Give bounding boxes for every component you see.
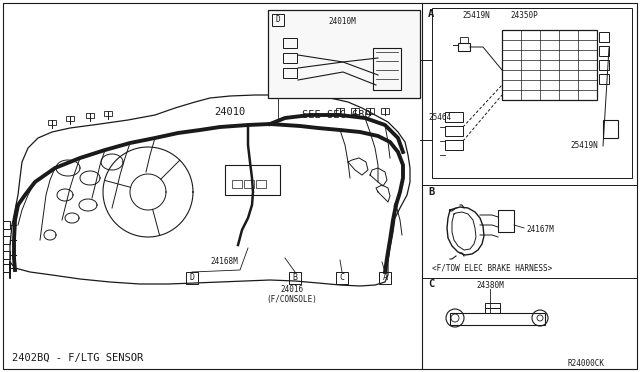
- Bar: [86, 113, 94, 118]
- Text: 24010M: 24010M: [328, 17, 356, 26]
- Bar: [381, 108, 389, 114]
- Text: C: C: [339, 273, 344, 282]
- Bar: [458, 43, 470, 51]
- Bar: [256, 180, 266, 188]
- Text: <F/TOW ELEC BRAKE HARNESS>: <F/TOW ELEC BRAKE HARNESS>: [432, 263, 552, 273]
- Bar: [272, 14, 284, 26]
- Bar: [460, 37, 468, 43]
- Text: 24380M: 24380M: [476, 282, 504, 291]
- Text: 2402BQ - F/LTG SENSOR: 2402BQ - F/LTG SENSOR: [12, 353, 143, 363]
- Text: B: B: [428, 187, 435, 197]
- Bar: [3, 251, 10, 259]
- Bar: [283, 53, 297, 63]
- Bar: [445, 140, 463, 150]
- Bar: [48, 120, 56, 125]
- Bar: [485, 303, 500, 308]
- Text: 25419N: 25419N: [570, 141, 598, 151]
- Bar: [336, 272, 348, 284]
- Bar: [599, 46, 609, 56]
- Bar: [351, 108, 359, 114]
- Bar: [283, 68, 297, 78]
- Bar: [379, 272, 391, 284]
- Bar: [3, 236, 10, 244]
- Text: A: A: [428, 9, 435, 19]
- Bar: [599, 60, 609, 70]
- Bar: [373, 48, 401, 90]
- Bar: [104, 111, 112, 116]
- Text: 24350P: 24350P: [510, 12, 538, 20]
- Bar: [502, 30, 597, 100]
- Bar: [603, 120, 618, 138]
- Bar: [186, 272, 198, 284]
- Text: 24167M: 24167M: [526, 225, 554, 234]
- Bar: [244, 180, 254, 188]
- Bar: [336, 108, 344, 114]
- Bar: [268, 10, 420, 98]
- Text: D: D: [189, 273, 195, 282]
- Bar: [599, 32, 609, 42]
- Text: B: B: [292, 273, 298, 282]
- Bar: [599, 74, 609, 84]
- Text: 24016
(F/CONSOLE): 24016 (F/CONSOLE): [267, 285, 317, 304]
- Bar: [66, 116, 74, 121]
- Text: D: D: [276, 16, 280, 25]
- Bar: [432, 8, 632, 178]
- Bar: [450, 313, 545, 325]
- Bar: [3, 221, 10, 229]
- Bar: [3, 264, 10, 272]
- Text: 25464: 25464: [428, 113, 451, 122]
- Bar: [498, 210, 514, 232]
- Bar: [289, 272, 301, 284]
- Text: 25419N: 25419N: [462, 12, 490, 20]
- Bar: [232, 180, 242, 188]
- Bar: [366, 108, 374, 114]
- Text: 24010: 24010: [214, 107, 246, 117]
- Text: C: C: [428, 279, 435, 289]
- Text: SEE SEC.680: SEE SEC.680: [302, 110, 371, 120]
- Text: A: A: [383, 273, 387, 282]
- Bar: [445, 112, 463, 122]
- Bar: [445, 126, 463, 136]
- Bar: [225, 165, 280, 195]
- Bar: [283, 38, 297, 48]
- Text: 24168M: 24168M: [210, 257, 237, 266]
- Text: R24000CK: R24000CK: [568, 359, 605, 369]
